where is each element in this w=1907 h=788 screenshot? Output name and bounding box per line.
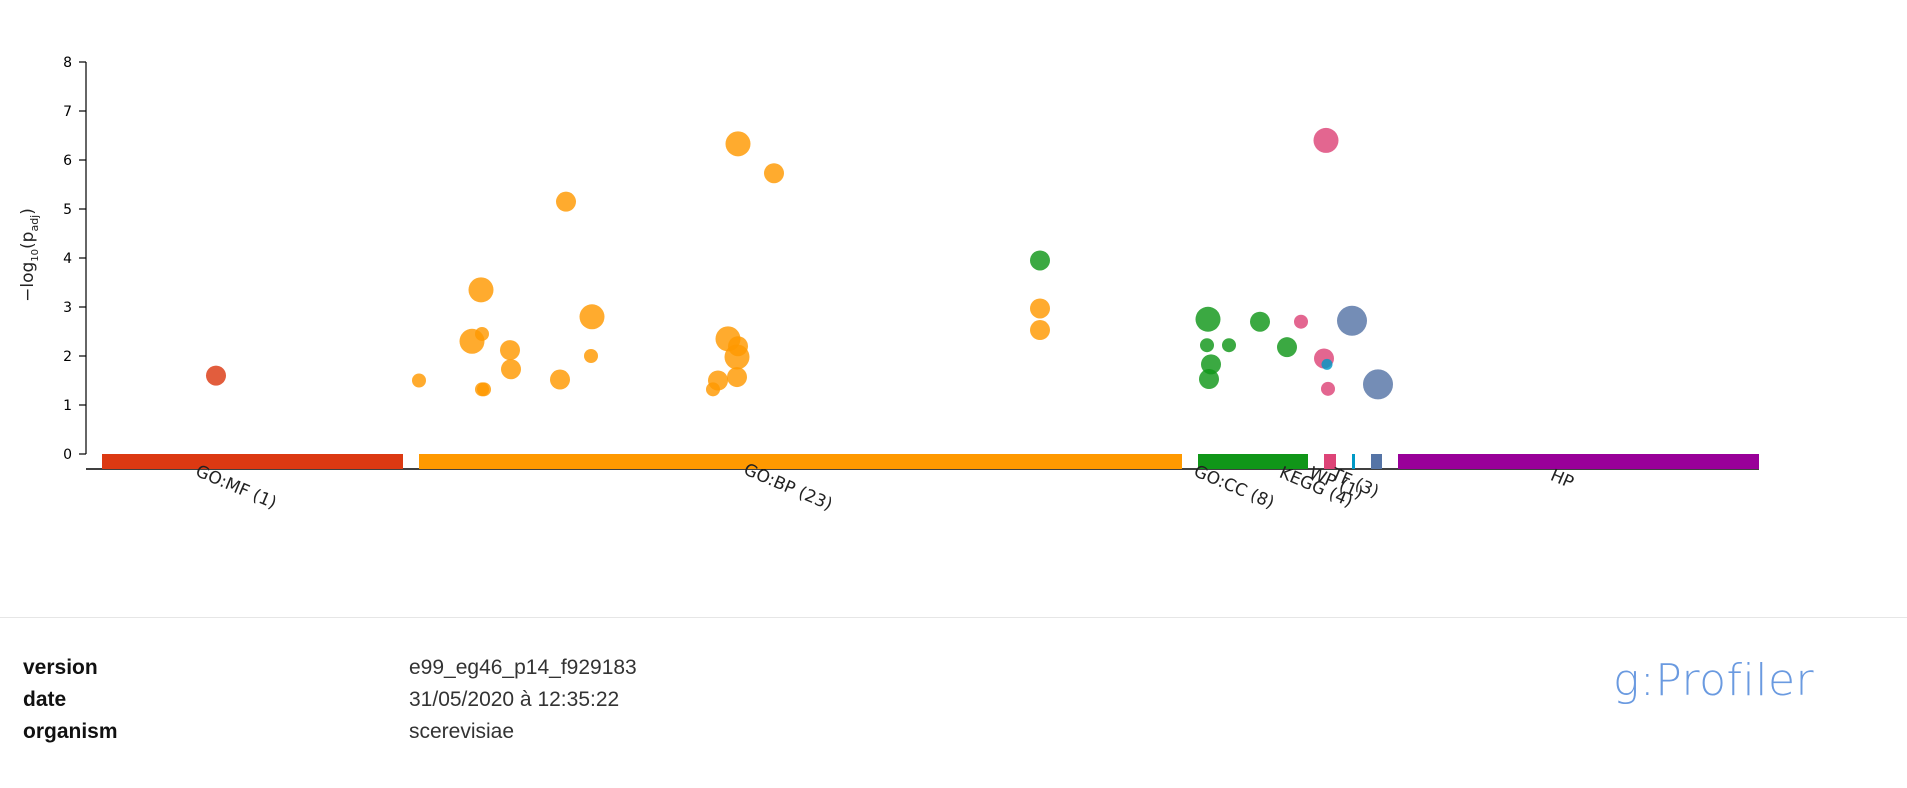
footer-divider [0,617,1907,618]
data-point-bp[interactable] [725,131,751,157]
y-tick-label: 8 [63,55,72,71]
category-bar-bp [419,454,1182,469]
category-bar-wp [1352,454,1355,469]
version-key: version [23,656,98,679]
data-point-bp[interactable] [724,344,750,370]
data-point-bp[interactable] [501,359,521,380]
data-point-bp[interactable] [1030,320,1050,341]
data-point-cc[interactable] [1195,306,1221,332]
data-point-cc[interactable] [1222,338,1236,353]
y-tick-label: 4 [63,251,72,267]
data-point-kegg[interactable] [1294,314,1308,329]
data-point-bp[interactable] [584,349,598,363]
footer-row-organism: organism scerevisiae [23,716,637,748]
data-point-cc[interactable] [1030,250,1050,271]
y-tick-label: 3 [63,300,72,316]
data-point-cc[interactable] [1200,338,1214,353]
y-axis-title: −log10(padj) [18,208,41,302]
y-axis-label: −log10(padj) [18,208,41,302]
category-bar-mf [102,454,403,469]
date-key: date [23,688,67,711]
data-point-kegg[interactable] [1313,127,1339,153]
data-point-bp[interactable] [475,326,489,341]
data-point-kegg[interactable] [1321,381,1335,396]
data-point-cc[interactable] [1199,369,1219,390]
data-point-bp[interactable] [579,304,605,330]
data-point-bp[interactable] [727,367,747,388]
data-point-bp[interactable] [475,382,489,397]
date-value: 31/05/2020 à 12:35:22 [409,688,620,711]
data-point-bp[interactable] [412,373,426,388]
data-point-cc[interactable] [1277,337,1297,358]
data-points [206,127,1393,400]
data-point-wp[interactable] [1321,358,1333,370]
category-bar-hp [1398,454,1759,469]
footer-info: version e99_eg46_p14_f929183 date 31/05/… [23,652,637,748]
y-tick-label: 7 [63,104,72,120]
gprofiler-logo: g:Profiler [1613,655,1815,706]
category-bar-tf [1371,454,1382,469]
category-bar-kegg [1324,454,1336,469]
y-axis: 0 1 2 3 4 5 6 7 8 [63,55,1759,470]
data-point-bp[interactable] [550,369,570,390]
data-point-mf[interactable] [206,365,226,386]
data-point-cc[interactable] [1201,354,1221,375]
y-tick-label: 1 [63,398,72,414]
data-point-bp[interactable] [708,370,728,391]
version-value: e99_eg46_p14_f929183 [409,656,637,679]
data-point-bp[interactable] [556,191,576,212]
footer-row-date: date 31/05/2020 à 12:35:22 [23,684,637,716]
organism-key: organism [23,720,118,743]
organism-value: scerevisiae [409,720,515,743]
y-tick-label: 5 [63,202,72,218]
category-bar-cc [1198,454,1308,469]
data-point-tf[interactable] [1337,305,1367,336]
data-point-bp[interactable] [764,163,784,184]
y-tick-label: 6 [63,153,72,169]
data-point-bp[interactable] [1030,298,1050,319]
data-point-bp[interactable] [468,277,494,303]
y-tick-label: 2 [63,349,72,365]
category-label-hp: HP [1547,466,1576,493]
data-point-cc[interactable] [1250,311,1270,332]
footer-row-version: version e99_eg46_p14_f929183 [23,652,637,684]
data-point-bp[interactable] [500,340,520,361]
data-point-tf[interactable] [1363,369,1393,400]
y-tick-label: 0 [63,447,72,463]
category-bars [102,454,1759,469]
